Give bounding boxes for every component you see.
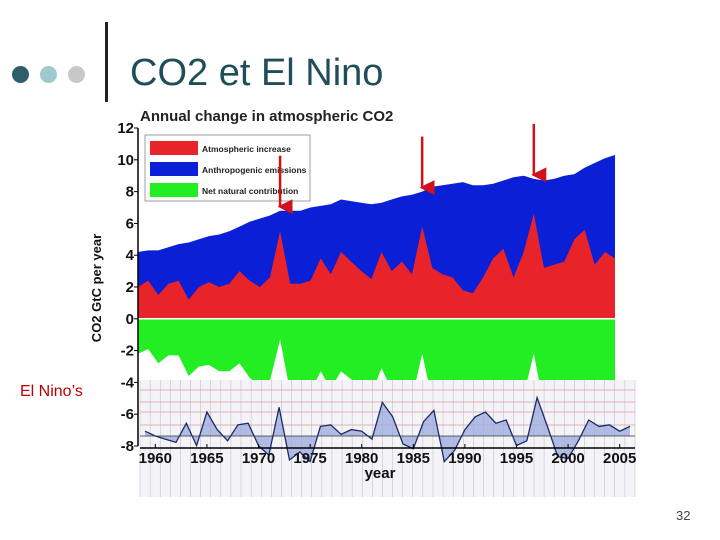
- x-tick-label: 1995: [500, 450, 533, 467]
- legend-swatch: [150, 183, 198, 197]
- y-tick-label: -8: [121, 438, 134, 455]
- series-el-nino-index-line: [144, 395, 631, 463]
- y-tick-label: -4: [121, 374, 135, 391]
- x-axis: 1960 1965 1970 1975 1980 1985 1990 1995 2000 2005: [139, 435, 636, 467]
- bullet-light: [68, 66, 85, 83]
- el-nino-index-chart: 1960 1965 1970 1975 1980 1985 1990 1995 2000 2005…: [139, 380, 636, 497]
- legend-swatch: [150, 162, 198, 176]
- chart-title: Annual change in atmospheric CO2: [140, 108, 393, 125]
- y-tick-label: -6: [121, 406, 134, 423]
- y-tick-label: 2: [126, 279, 134, 296]
- series-net-natural-contribution-area: [138, 318, 615, 427]
- el-nino-arrows: [277, 123, 547, 215]
- series-atmospheric-increase-area: [138, 213, 615, 319]
- x-tick-label: 1975: [293, 450, 326, 467]
- bullet-dark: [12, 66, 29, 83]
- legend-entry: Anthropogenic emissions: [202, 165, 307, 175]
- y-axis: 12 10 8 6 4 2 0 -2 -4 -6 -8: [117, 120, 139, 455]
- el-nino-label: El Nino’s: [20, 383, 83, 400]
- legend: Atmospheric increase Anthropogenic emissi…: [144, 134, 311, 202]
- series-el-nino-index-fill: [145, 397, 630, 462]
- legend-swatch: [150, 141, 198, 155]
- slide-title: CO2 et El Nino: [130, 52, 384, 94]
- x-axis-label: year: [365, 465, 396, 482]
- y-tick-label: 12: [117, 120, 134, 137]
- y-axis-label: CO2 GtC per year: [89, 234, 104, 342]
- page-number: 32: [676, 508, 691, 523]
- y-tick-label: 6: [126, 215, 134, 232]
- y-tick-label: 4: [126, 247, 135, 264]
- y-tick-label: 10: [117, 152, 134, 169]
- x-tick-label: 1960: [139, 450, 172, 467]
- bullet-mid: [40, 66, 57, 83]
- title-divider: [105, 22, 108, 102]
- x-tick-label: 1970: [242, 450, 275, 467]
- x-tick-label: 2000: [551, 450, 584, 467]
- x-tick-label: 1980: [345, 450, 378, 467]
- y-tick-label: 8: [126, 184, 134, 201]
- y-tick-label: -2: [121, 343, 134, 360]
- y-tick-label: 0: [126, 311, 134, 328]
- x-tick-label: 1990: [448, 450, 481, 467]
- x-tick-label: 1985: [397, 450, 430, 467]
- x-tick-label: 2005: [603, 450, 636, 467]
- co2-annual-change-chart: 12 10 8 6 4 2 0 -2 -4 -6 -8 Annual change in atmos…: [89, 108, 615, 455]
- legend-entry: Atmospheric increase: [202, 144, 291, 154]
- x-tick-label: 1965: [190, 450, 223, 467]
- legend-entry: Net natural contribution: [202, 186, 298, 196]
